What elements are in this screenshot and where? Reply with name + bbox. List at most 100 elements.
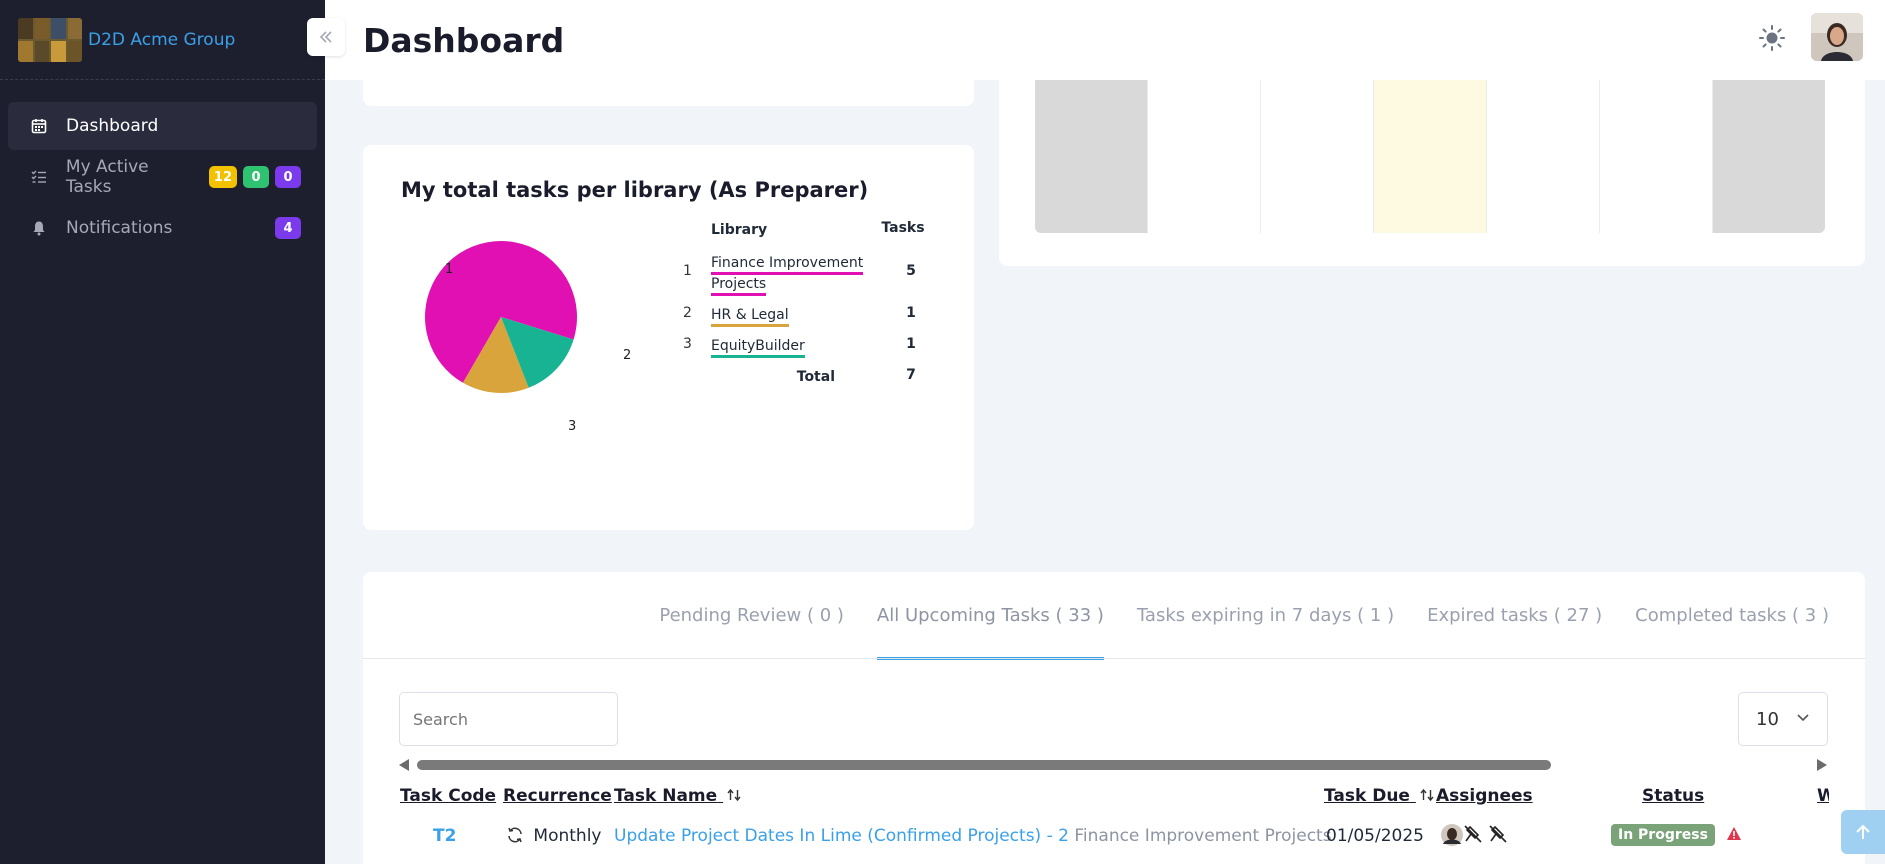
sort-icon <box>1420 788 1434 802</box>
calendar-day[interactable] <box>1600 80 1713 233</box>
sidebar-item-dashboard[interactable]: Dashboard <box>8 102 317 150</box>
sidebar-item-label: Dashboard <box>66 116 159 136</box>
chart-title: My total tasks per library (As Preparer) <box>401 178 869 202</box>
scroll-right-arrow[interactable] <box>1817 759 1827 771</box>
notifications-badge: 4 <box>275 217 301 239</box>
legend-task-count: 1 <box>906 305 916 321</box>
sidebar-item-label: Notifications <box>66 218 173 238</box>
legend-library-label: Finance Improvement Projects <box>711 255 864 296</box>
collapse-sidebar-button[interactable] <box>307 18 345 56</box>
tab-tasks-expiring[interactable]: Tasks expiring in 7 days ( 1 ) <box>1136 605 1395 626</box>
legend-row[interactable]: 2 HR & Legal 1 <box>683 305 951 327</box>
scrollbar-thumb[interactable] <box>417 760 1551 770</box>
legend-task-count: 5 <box>906 263 916 279</box>
column-header-task-due[interactable]: Task Due <box>1324 786 1435 806</box>
legend-row-number: 2 <box>683 305 692 321</box>
legend-row[interactable]: 1 Finance Improvement Projects 5 <box>683 253 951 296</box>
calendar-day-today[interactable] <box>1374 80 1487 233</box>
brand-logo <box>18 17 82 62</box>
legend-library-name: Finance Improvement Projects <box>711 253 871 296</box>
active-tasks-badge: 0 <box>243 166 269 188</box>
active-tasks-badge: 12 <box>208 166 237 188</box>
legend-row-number: 1 <box>683 263 692 279</box>
column-header-assignees[interactable]: Assignees <box>1436 786 1533 806</box>
column-header-status[interactable]: Status <box>1642 786 1705 806</box>
page-size-select[interactable]: 10 <box>1738 692 1828 746</box>
double-chevron-left-icon <box>319 31 332 43</box>
sidebar-item-my-active-tasks[interactable]: My Active Tasks 12 0 0 <box>8 153 317 201</box>
warning-icon <box>1727 827 1742 840</box>
column-header-task-code[interactable]: Task Code <box>400 786 497 806</box>
unassigned-pin-icon <box>1464 825 1482 843</box>
unassigned-pin-icon <box>1489 825 1507 843</box>
pie-slice-label: 3 <box>568 419 577 434</box>
search-input[interactable] <box>399 692 618 746</box>
calendar-day[interactable] <box>1035 80 1148 233</box>
legend-task-count: 1 <box>906 336 916 352</box>
horizontal-scrollbar[interactable] <box>399 758 1827 772</box>
sort-icon <box>727 788 741 802</box>
sidebar-item-notifications[interactable]: Notifications 4 <box>8 204 317 252</box>
tab-pending-review[interactable]: Pending Review ( 0 ) <box>659 605 844 626</box>
legend-library-label: HR & Legal <box>711 307 789 327</box>
library-column-header: Library <box>711 222 768 238</box>
checklist-icon <box>30 168 48 186</box>
scroll-left-arrow[interactable] <box>399 759 409 771</box>
sun-icon[interactable] <box>1758 24 1786 52</box>
recurrence-label: Monthly <box>533 826 602 846</box>
column-header-recurrence[interactable]: Recurrence <box>503 786 612 806</box>
assignee-avatar[interactable] <box>1441 824 1463 846</box>
calendar-icon <box>30 117 48 135</box>
assignees-cell <box>1440 822 1514 853</box>
task-tabs: Pending Review ( 0 ) All Upcoming Tasks … <box>659 572 1829 660</box>
legend-total-row: Total 7 <box>683 367 951 388</box>
chevron-down-icon <box>1797 714 1809 722</box>
status-cell: In Progress <box>1611 824 1742 846</box>
tasks-per-library-card: My total tasks per library (As Preparer)… <box>363 145 974 530</box>
status-badge: In Progress <box>1611 824 1715 846</box>
page-title: Dashboard <box>363 20 565 60</box>
calendar-day[interactable] <box>1487 80 1600 233</box>
legend-library-name: HR & Legal <box>711 305 871 327</box>
tab-all-upcoming-tasks[interactable]: All Upcoming Tasks ( 33 ) <box>876 572 1104 660</box>
task-due-date: 01/05/2025 <box>1326 826 1424 846</box>
tasks-column-header: Tasks <box>881 220 925 236</box>
pie-slice[interactable] <box>462 317 529 393</box>
scroll-to-top-button[interactable] <box>1841 810 1885 854</box>
tasks-table-card: Pending Review ( 0 ) All Upcoming Tasks … <box>363 572 1865 864</box>
library-legend-table: Library Tasks 1 Finance Improvement Proj… <box>683 220 951 388</box>
arrow-up-icon <box>1856 824 1870 839</box>
refresh-icon <box>508 827 522 843</box>
calendar-day[interactable] <box>1148 80 1261 233</box>
page-size-value: 10 <box>1756 708 1779 730</box>
tab-completed-tasks[interactable]: Completed tasks ( 3 ) <box>1635 605 1829 626</box>
tab-expired-tasks[interactable]: Expired tasks ( 27 ) <box>1427 605 1603 626</box>
tabs-divider <box>363 658 1865 659</box>
calendar-day[interactable] <box>1713 80 1825 233</box>
sidebar-item-label: My Active Tasks <box>65 157 149 197</box>
pie-slice[interactable] <box>501 317 574 388</box>
brand-name: D2D Acme Group <box>88 29 236 50</box>
task-name-cell: Update Project Dates In Lime (Confirmed … <box>614 826 1332 846</box>
task-library-label: Finance Improvement Projects <box>1074 826 1332 846</box>
calendar-week-strip <box>1035 80 1825 233</box>
legend-header: Library Tasks <box>683 220 951 241</box>
legend-library-name: EquityBuilder <box>711 336 871 358</box>
active-tasks-badge: 0 <box>275 166 301 188</box>
pie-slice-label: 1 <box>445 262 454 277</box>
pie-chart <box>425 240 577 393</box>
user-avatar[interactable] <box>1811 13 1863 61</box>
column-header-task-name[interactable]: Task Name <box>614 786 742 806</box>
sidebar: D2D Acme Group Dashboard My Active Tasks… <box>0 0 325 864</box>
brand[interactable]: D2D Acme Group <box>0 0 325 80</box>
pie-slice[interactable] <box>425 240 577 383</box>
calendar-day[interactable] <box>1261 80 1374 233</box>
legend-row[interactable]: 3 EquityBuilder 1 <box>683 336 951 358</box>
top-header: Dashboard <box>325 0 1885 80</box>
column-header-truncated[interactable]: W <box>1817 786 1829 806</box>
pie-slice-label: 2 <box>623 348 632 363</box>
column-header-label: Task Name <box>614 786 718 806</box>
task-code-link[interactable]: T2 <box>433 826 457 846</box>
task-name-link[interactable]: Update Project Dates In Lime (Confirmed … <box>614 826 1069 846</box>
sidebar-nav: Dashboard My Active Tasks 12 0 0 Notific… <box>0 80 325 277</box>
